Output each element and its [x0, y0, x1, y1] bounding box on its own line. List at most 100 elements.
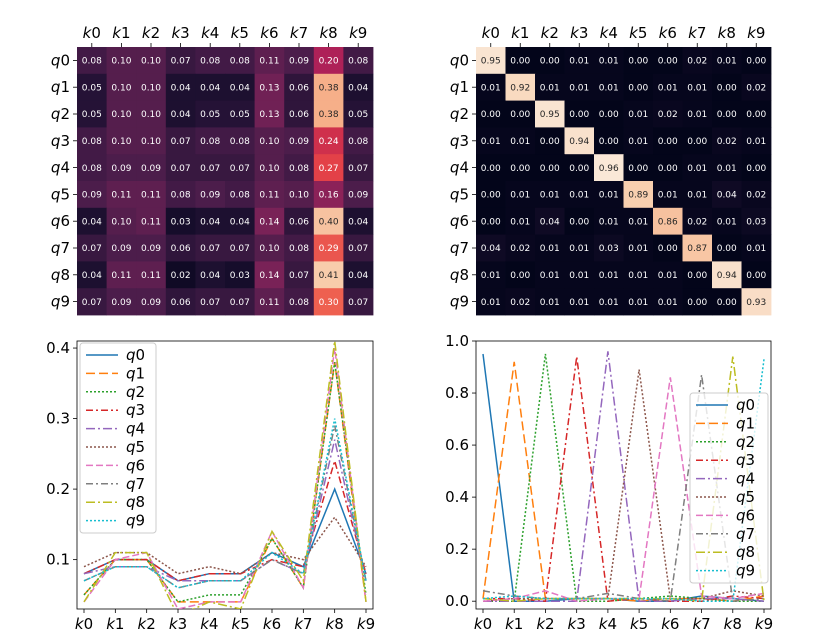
heatmap-cell: [77, 127, 107, 155]
cell-value-label: 0.01: [628, 110, 648, 120]
cell-value-label: 0.16: [319, 191, 339, 201]
x-tick-label: k6: [263, 615, 281, 633]
heatmap-cell: [682, 73, 713, 101]
heatmap-cell: [623, 261, 654, 289]
heatmap-cell: [594, 154, 624, 182]
cell-value-label: 0.04: [348, 271, 368, 281]
y-tick-label: q6: [51, 212, 70, 230]
cell-value-label: 0.01: [628, 137, 648, 147]
heatmap-cell: [564, 100, 595, 128]
cell-value-label: 0.08: [289, 298, 309, 308]
cell-value-label: 0.00: [658, 137, 678, 147]
heatmap-cell: [77, 73, 107, 101]
heatmap-cell: [195, 73, 226, 101]
cell-value-label: 0.00: [717, 244, 737, 254]
cell-value-label: 0.94: [569, 137, 589, 147]
heatmap-cell: [106, 73, 137, 101]
cell-value-label: 0.24: [319, 137, 339, 147]
x-tick-label: k9: [349, 24, 367, 42]
cell-value-label: 0.00: [687, 137, 707, 147]
cell-value-label: 0.96: [599, 164, 619, 174]
heatmap-cell: [106, 47, 137, 75]
cell-value-label: 0.00: [510, 57, 530, 67]
y-tick-label: 0.8: [445, 384, 469, 402]
cell-value-label: 0.86: [658, 217, 678, 227]
heatmap-cell: [505, 154, 536, 182]
heatmap-left: k0 k1 k2 k3 k4 k5 k6 k7 k8 k9 q0 q1 q2 q3 q4 q5 q6 q7 q8 q9…: [51, 24, 374, 316]
cell-value-label: 0.03: [746, 217, 766, 227]
heatmap-cell: [343, 181, 374, 209]
cell-value-label: 0.00: [569, 217, 589, 227]
heatmap-cell: [712, 154, 742, 182]
x-tick-label: k7: [290, 24, 308, 42]
heatmap-cell: [343, 127, 374, 155]
cell-value-label: 0.11: [111, 271, 131, 281]
cell-value-label: 0.01: [687, 83, 707, 93]
cell-value-label: 0.00: [717, 110, 737, 120]
cell-value-label: 0.07: [289, 271, 309, 281]
cell-value-label: 0.00: [687, 271, 707, 281]
cell-value-label: 0.00: [569, 110, 589, 120]
heatmap-cell: [653, 47, 683, 75]
heatmap-cell: [476, 100, 506, 128]
heatmap-cell: [254, 47, 285, 75]
y-tick-label: 0.0: [445, 592, 469, 610]
series-line-q5: [482, 369, 765, 602]
cell-value-label: 0.08: [200, 57, 220, 67]
cell-value-label: 0.00: [628, 164, 648, 174]
x-tick-label: k3: [171, 24, 189, 42]
heatmap-cell: [712, 234, 742, 262]
heatmap-cell: [313, 234, 344, 262]
legend-label: q3: [126, 401, 145, 419]
x-tick-label: k3: [169, 615, 187, 633]
heatmap-cell: [195, 47, 226, 75]
x-tick-label: k5: [630, 615, 648, 633]
cell-value-label: 0.01: [687, 191, 707, 201]
cell-value-label: 0.01: [540, 83, 560, 93]
heatmap-cell: [77, 181, 107, 209]
cell-value-label: 0.00: [746, 110, 766, 120]
heatmap-cell: [165, 127, 196, 155]
heatmap-cell: [106, 100, 137, 128]
heatmap-cell: [136, 73, 167, 101]
cell-value-label: 0.01: [628, 271, 648, 281]
cell-value-label: 0.11: [259, 57, 279, 67]
cell-value-label: 0.00: [746, 271, 766, 281]
x-tick-label: k5: [232, 615, 250, 633]
heatmap-cell: [653, 261, 683, 289]
y-tick-label: 0.6: [445, 436, 469, 454]
x-tick-label: k4: [600, 24, 618, 42]
heatmap-cell: [741, 73, 772, 101]
heatmap-cell: [623, 127, 654, 155]
x-tick-label: k4: [200, 615, 218, 633]
heatmap-cell: [136, 47, 167, 75]
cell-value-label: 0.01: [717, 217, 737, 227]
cell-value-label: 0.10: [111, 83, 131, 93]
heatmap-cell: [682, 207, 713, 235]
y-tick-label: q7: [450, 239, 469, 257]
heatmap-cell: [106, 261, 137, 289]
cell-value-label: 0.04: [171, 110, 191, 120]
cell-value-label: 0.08: [348, 137, 368, 147]
cell-value-label: 0.11: [141, 191, 161, 201]
x-tick-label: k8: [319, 24, 337, 42]
y-tick-label: q5: [51, 185, 70, 203]
heatmap-cell: [653, 207, 683, 235]
x-tick-label: k2: [138, 615, 156, 633]
cell-value-label: 0.01: [658, 298, 678, 308]
cell-value-label: 0.94: [717, 271, 737, 281]
heatmap-cell: [195, 234, 226, 262]
cell-value-label: 0.07: [200, 164, 220, 174]
heatmap-cell: [564, 154, 595, 182]
heatmap-cell: [682, 47, 713, 75]
heatmap-cell: [313, 73, 344, 101]
heatmap-cell: [653, 181, 683, 209]
heatmap-cell: [594, 288, 624, 316]
heatmap-cell: [106, 288, 137, 316]
cell-value-label: 0.04: [200, 83, 220, 93]
heatmap-cell: [225, 154, 255, 182]
heatmap-cell: [535, 47, 565, 75]
heatmap-cell: [712, 100, 742, 128]
heatmap-cell: [505, 288, 536, 316]
heatmap-cell: [284, 234, 315, 262]
